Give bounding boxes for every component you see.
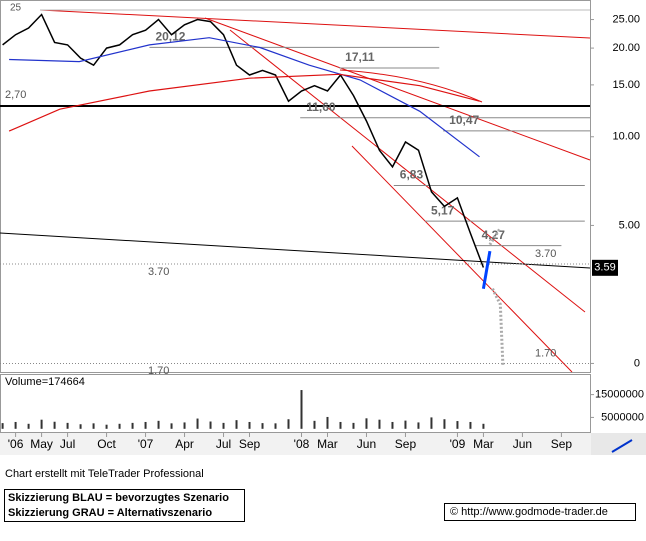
volume-bar <box>40 419 43 429</box>
series-line <box>2 13 485 268</box>
volume-bar <box>53 421 56 429</box>
annotation: 3.70 <box>148 266 169 278</box>
y-tick-label: 10.00 <box>612 131 640 143</box>
url: © http://www.godmode-trader.de <box>450 506 608 518</box>
x-axis-strip <box>0 433 591 455</box>
x-tick-label: Jul <box>60 437 75 451</box>
volume-bar <box>326 416 329 429</box>
volume-bar <box>287 419 290 429</box>
annotation: 1.70 <box>148 365 169 377</box>
level-label: 4,27 <box>482 228 506 242</box>
x-tick-label: '06 <box>8 437 24 451</box>
y-tick-label: 5.00 <box>619 219 640 231</box>
volume-bar <box>118 423 121 429</box>
credit: Chart erstellt mit TeleTrader Profession… <box>5 468 204 480</box>
volume-panel <box>0 374 591 433</box>
volume-bar <box>443 419 446 429</box>
volume-bar <box>274 423 277 429</box>
x-tick-label: '09 <box>450 437 466 451</box>
level-label: 11,60 <box>306 100 336 114</box>
volume-bar <box>378 419 381 429</box>
volume-bar <box>222 422 225 429</box>
x-tick-label: Jun <box>357 437 376 451</box>
level-label: 10,47 <box>449 113 479 127</box>
legend-gray: Skizzierung GRAU = Alternativszenario <box>8 507 212 519</box>
volume-bar <box>209 421 212 429</box>
corner <box>591 433 646 455</box>
volume-label: Volume=174664 <box>5 376 85 388</box>
volume-bar <box>183 422 186 429</box>
volume-bar <box>157 420 160 429</box>
volume-bar <box>313 420 316 429</box>
level-label: 20,12 <box>155 29 185 43</box>
volume-bar <box>482 423 485 429</box>
volume-bar <box>196 418 199 429</box>
series-line <box>488 227 502 246</box>
level-label: 17,11 <box>345 50 375 64</box>
series-line <box>481 250 492 289</box>
last-price-box <box>592 259 618 276</box>
x-tick-label: Jul <box>216 437 231 451</box>
level-label: 5,17 <box>431 203 455 217</box>
volume-bar <box>66 422 69 429</box>
annotation: 25 <box>10 3 22 14</box>
volume-bar <box>14 421 17 429</box>
x-tick-label: '08 <box>294 437 310 451</box>
x-tick-label: '07 <box>138 437 154 451</box>
volume-bar <box>365 418 368 429</box>
last-price-label: 3.59 <box>594 262 615 274</box>
x-tick-label: Mar <box>473 437 494 451</box>
x-tick-label: Oct <box>97 437 116 451</box>
volume-bar <box>391 421 394 429</box>
volume-bar <box>404 420 407 429</box>
volume-bar <box>105 424 108 429</box>
series-line <box>9 37 480 158</box>
volume-bar <box>248 421 251 429</box>
level-label: 6,83 <box>400 168 424 182</box>
volume-bar <box>430 417 433 429</box>
x-tick-label: Apr <box>175 437 194 451</box>
x-tick-label: Sep <box>239 437 261 451</box>
volume-bar <box>417 422 420 429</box>
volume-bar <box>131 422 134 429</box>
x-tick-label: May <box>30 437 53 451</box>
level-label: 1.70 <box>535 347 556 359</box>
volume-tick-label: 5000000 <box>601 411 644 423</box>
volume-bar <box>79 424 82 429</box>
y-tick-label: 0 <box>634 357 640 369</box>
x-tick-label: Jun <box>513 437 532 451</box>
y-tick-label: 15.00 <box>612 79 640 91</box>
x-tick-label: Sep <box>395 437 417 451</box>
volume-bar <box>170 423 173 429</box>
volume-bar <box>144 421 147 429</box>
volume-bar <box>339 421 342 429</box>
volume-bar <box>352 422 355 429</box>
corner-icon <box>611 439 633 453</box>
volume-bar <box>27 423 30 429</box>
series-line <box>8 73 480 132</box>
series-line <box>491 288 505 366</box>
legend-box <box>4 489 245 522</box>
x-tick-label: Sep <box>551 437 573 451</box>
x-tick-label: Mar <box>317 437 338 451</box>
annotation: 2,70 <box>5 89 26 101</box>
volume-tick-label: 15000000 <box>595 389 644 401</box>
level-label: 3.70 <box>535 248 556 260</box>
volume-bar <box>92 423 95 429</box>
volume-bar <box>261 423 264 429</box>
url-box <box>444 503 636 521</box>
volume-bar <box>235 420 238 429</box>
volume-bar <box>456 421 459 429</box>
volume-bar <box>469 421 472 429</box>
price-panel <box>0 0 591 373</box>
legend-blue: Skizzierung BLAU = bevorzugtes Szenario <box>8 492 229 504</box>
volume-bar <box>300 390 303 429</box>
y-tick-label: 25.00 <box>612 13 640 25</box>
volume-bar <box>1 423 4 429</box>
y-tick-label: 20.00 <box>612 42 640 54</box>
